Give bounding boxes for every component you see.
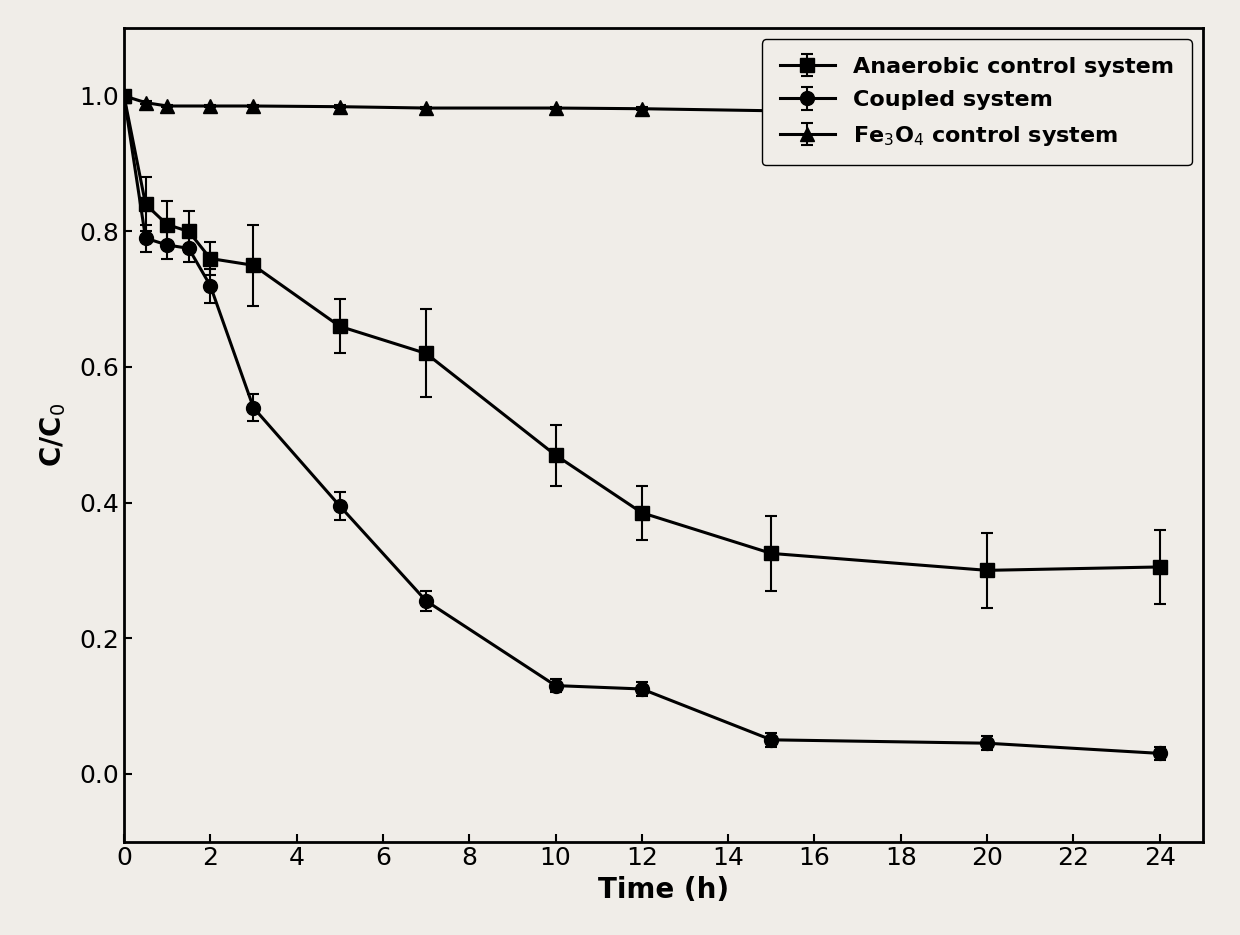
Legend: Anaerobic control system, Coupled system, Fe$_3$O$_4$ control system: Anaerobic control system, Coupled system… [761,39,1192,165]
Y-axis label: C/C$_0$: C/C$_0$ [38,403,68,467]
X-axis label: Time (h): Time (h) [598,876,729,904]
